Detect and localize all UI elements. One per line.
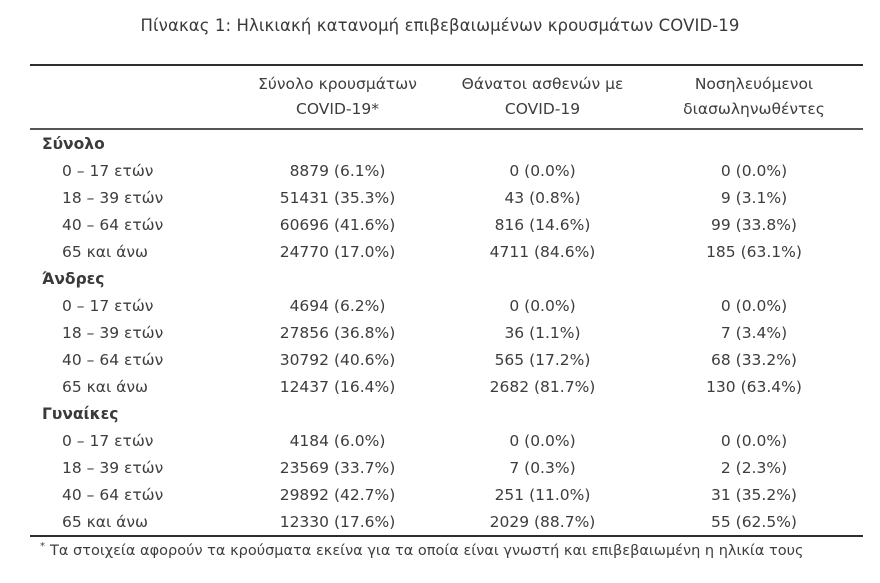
intubated-cell: 99 (33.8%)	[711, 215, 797, 234]
age-group-cell: 18 – 39 ετών	[62, 188, 164, 207]
cases-cell: 24770 (17.0%)	[279, 242, 396, 261]
table-header-row: Σύνολο κρουσμάτων COVID-19* Θάνατοι ασθε…	[30, 66, 863, 130]
deaths-cell: 251 (11.0%)	[494, 485, 591, 504]
intubated-cell: 185 (63.1%)	[706, 242, 802, 261]
intubated-cell: 68 (33.2%)	[711, 350, 797, 369]
age-group-cell: 0 – 17 ετών	[62, 431, 154, 450]
deaths-cell: 0 (0.0%)	[509, 431, 576, 450]
cases-cell: 12330 (17.6%)	[279, 512, 396, 531]
covid-age-distribution-table: Σύνολο κρουσμάτων COVID-19* Θάνατοι ασθε…	[30, 64, 863, 537]
table-row: 65 και άνω 12437 (16.4%) 2682 (81.7%) 13…	[30, 373, 863, 400]
deaths-cell: 0 (0.0%)	[509, 161, 576, 180]
intubated-cell: 0 (0.0%)	[720, 161, 788, 180]
age-group-cell: 18 – 39 ετών	[62, 458, 164, 477]
cases-cell: 51431 (35.3%)	[279, 188, 396, 207]
header-cell-total-cases: Σύνολο κρουσμάτων COVID-19*	[235, 72, 440, 122]
deaths-cell: 565 (17.2%)	[494, 350, 591, 369]
table-row: 40 – 64 ετών 60696 (41.6%) 816 (14.6%) 9…	[30, 211, 863, 238]
table-row: 65 και άνω 12330 (17.6%) 2029 (88.7%) 55…	[30, 508, 863, 535]
intubated-cell: 0 (0.0%)	[720, 431, 788, 450]
table-row: 40 – 64 ετών 29892 (42.7%) 251 (11.0%) 3…	[30, 481, 863, 508]
age-group-cell: 40 – 64 ετών	[62, 350, 164, 369]
table-row: 40 – 64 ετών 30792 (40.6%) 565 (17.2%) 6…	[30, 346, 863, 373]
header-deaths-line2: COVID-19	[504, 100, 581, 118]
deaths-cell: 816 (14.6%)	[494, 215, 591, 234]
section-label: Άνδρες	[42, 269, 105, 288]
cases-cell: 60696 (41.6%)	[279, 215, 396, 234]
age-group-cell: 18 – 39 ετών	[62, 323, 164, 342]
header-intubated-line2: διασωληνωθέντες	[683, 100, 825, 118]
table-row: 0 – 17 ετών 4694 (6.2%) 0 (0.0%) 0 (0.0%…	[30, 292, 863, 319]
section-header-men: Άνδρες	[30, 265, 863, 292]
table-row: 0 – 17 ετών 4184 (6.0%) 0 (0.0%) 0 (0.0%…	[30, 427, 863, 454]
intubated-cell: 0 (0.0%)	[720, 296, 788, 315]
table-body: Σύνολο 0 – 17 ετών 8879 (6.1%) 0 (0.0%) …	[30, 130, 863, 535]
cases-cell: 30792 (40.6%)	[279, 350, 396, 369]
deaths-cell: 43 (0.8%)	[504, 188, 581, 207]
age-group-cell: 40 – 64 ετών	[62, 215, 164, 234]
age-group-cell: 65 και άνω	[62, 242, 149, 261]
deaths-cell: 7 (0.3%)	[509, 458, 576, 477]
deaths-cell: 4711 (84.6%)	[489, 242, 596, 261]
table-row: 18 – 39 ετών 23569 (33.7%) 7 (0.3%) 2 (2…	[30, 454, 863, 481]
age-group-cell: 0 – 17 ετών	[62, 161, 154, 180]
header-cell-intubated: Νοσηλευόμενοι διασωληνωθέντες	[645, 72, 863, 122]
intubated-cell: 9 (3.1%)	[720, 188, 788, 207]
intubated-cell: 31 (35.2%)	[711, 485, 797, 504]
footnote-asterisk: *	[40, 541, 45, 552]
deaths-cell: 36 (1.1%)	[504, 323, 581, 342]
section-label: Σύνολο	[42, 134, 105, 153]
header-cell-deaths: Θάνατοι ασθενών με COVID-19	[440, 72, 645, 122]
cases-cell: 27856 (36.8%)	[279, 323, 396, 342]
cases-cell: 29892 (42.7%)	[279, 485, 396, 504]
section-label: Γυναίκες	[42, 404, 119, 423]
intubated-cell: 2 (2.3%)	[720, 458, 788, 477]
cases-cell: 23569 (33.7%)	[279, 458, 396, 477]
cases-cell: 4184 (6.0%)	[289, 431, 386, 450]
cases-cell: 8879 (6.1%)	[289, 161, 386, 180]
header-deaths-line1: Θάνατοι ασθενών με	[461, 75, 624, 93]
cases-cell: 12437 (16.4%)	[279, 377, 396, 396]
age-group-cell: 65 και άνω	[62, 512, 149, 531]
table-row: 65 και άνω 24770 (17.0%) 4711 (84.6%) 18…	[30, 238, 863, 265]
section-header-total: Σύνολο	[30, 130, 863, 157]
table-row: 18 – 39 ετών 27856 (36.8%) 36 (1.1%) 7 (…	[30, 319, 863, 346]
deaths-cell: 2029 (88.7%)	[489, 512, 596, 531]
header-intubated-line1: Νοσηλευόμενοι	[694, 75, 814, 93]
section-header-women: Γυναίκες	[30, 400, 863, 427]
intubated-cell: 130 (63.4%)	[706, 377, 802, 396]
age-group-cell: 65 και άνω	[62, 377, 149, 396]
cases-cell: 4694 (6.2%)	[289, 296, 386, 315]
intubated-cell: 7 (3.4%)	[720, 323, 788, 342]
age-group-cell: 0 – 17 ετών	[62, 296, 154, 315]
table-row: 0 – 17 ετών 8879 (6.1%) 0 (0.0%) 0 (0.0%…	[30, 157, 863, 184]
table-footnote: * Τα στοιχεία αφορούν τα κρούσματα εκείνα…	[40, 541, 804, 559]
footnote-text: Τα στοιχεία αφορούν τα κρούσματα εκείνα …	[50, 543, 804, 559]
deaths-cell: 2682 (81.7%)	[489, 377, 596, 396]
table-row: 18 – 39 ετών 51431 (35.3%) 43 (0.8%) 9 (…	[30, 184, 863, 211]
header-total-cases-line2: COVID-19*	[296, 100, 379, 118]
age-group-cell: 40 – 64 ετών	[62, 485, 164, 504]
deaths-cell: 0 (0.0%)	[509, 296, 576, 315]
table-title: Πίνακας 1: Ηλικιακή κατανομή επιβεβαιωμέ…	[140, 16, 740, 35]
header-total-cases-line1: Σύνολο κρουσμάτων	[258, 75, 417, 93]
intubated-cell: 55 (62.5%)	[711, 512, 797, 531]
